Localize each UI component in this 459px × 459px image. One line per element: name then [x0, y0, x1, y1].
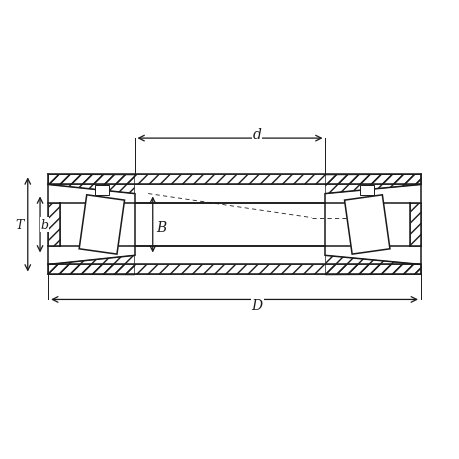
Text: B: B	[156, 220, 166, 234]
Text: T: T	[15, 218, 24, 231]
Polygon shape	[360, 185, 373, 196]
Polygon shape	[344, 196, 389, 255]
Polygon shape	[95, 185, 108, 196]
Text: b: b	[40, 218, 49, 231]
Text: d: d	[252, 127, 261, 141]
Polygon shape	[79, 196, 124, 255]
Text: D: D	[251, 299, 262, 313]
